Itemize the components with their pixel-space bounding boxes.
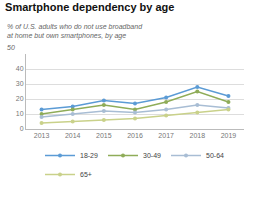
svg-text:2017: 2017 (158, 132, 174, 139)
svg-text:0: 0 (20, 125, 24, 132)
svg-text:10: 10 (16, 110, 24, 117)
svg-text:2016: 2016 (127, 132, 143, 139)
svg-text:40: 40 (16, 65, 24, 72)
svg-text:18-29: 18-29 (80, 152, 98, 159)
svg-text:30: 30 (16, 80, 24, 87)
svg-text:2019: 2019 (221, 132, 237, 139)
svg-text:65+: 65+ (80, 171, 92, 178)
svg-text:2015: 2015 (96, 132, 112, 139)
svg-text:2018: 2018 (190, 132, 206, 139)
svg-text:% of U.S. adults who do not us: % of U.S. adults who do not use broadban… (7, 23, 143, 40)
svg-text:20: 20 (16, 95, 24, 102)
svg-text:30-49: 30-49 (143, 152, 161, 159)
svg-text:50: 50 (7, 44, 15, 51)
svg-text:50-64: 50-64 (206, 152, 224, 159)
svg-text:Smartphone dependency by age: Smartphone dependency by age (5, 1, 174, 13)
svg-text:2013: 2013 (34, 132, 50, 139)
svg-text:2014: 2014 (65, 132, 81, 139)
